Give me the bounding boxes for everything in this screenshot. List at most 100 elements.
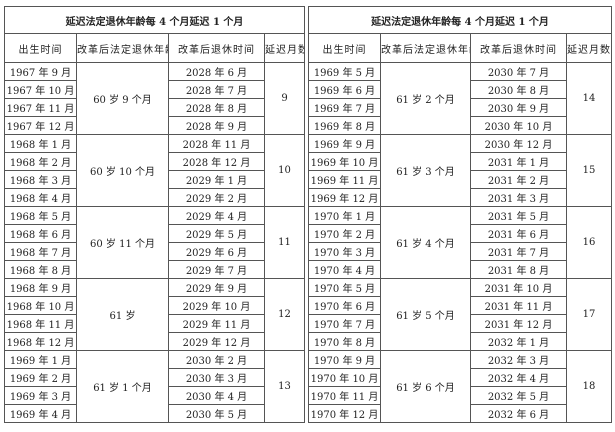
delay-months: 17: [565, 278, 613, 351]
delay-months: 9: [263, 62, 306, 135]
data-row: 1968 年 9 月 61 岁 2029 年 9 月 12: [4, 278, 306, 351]
retirement-date: 2029 年 11 月: [168, 314, 265, 333]
column-header: 延迟月数: [565, 33, 613, 63]
data-row: 1970 年 12 月 2032 年 6 月: [308, 404, 612, 423]
retirement-date: 2029 年 9 月: [168, 278, 265, 297]
data-row: 1968 年 8 月 2029 年 7 月: [4, 260, 305, 279]
data-row: 1969 年 8 月 2030 年 10 月: [308, 116, 612, 135]
table-title: 延迟法定退休年龄每 4 个月延迟 1 个月: [3, 6, 306, 34]
retirement-age: 61 岁 1 个月: [76, 350, 169, 423]
title-row: 延迟法定退休年龄每 4 个月延迟 1 个月: [307, 6, 613, 34]
retirement-age: 61 岁 3 个月: [380, 134, 471, 207]
column-header: 改革后法定退休年龄: [76, 33, 169, 63]
retirement-age: 60 岁 10 个月: [76, 134, 169, 207]
birth-date: 1968 年 5 月: [4, 206, 77, 225]
birth-date: 1970 年 5 月: [308, 278, 381, 297]
delay-months: 13: [263, 350, 306, 423]
retirement-date: 2031 年 10 月: [470, 278, 567, 297]
retirement-date: 2031 年 12 月: [470, 314, 567, 333]
retirement-date: 2029 年 5 月: [168, 224, 265, 243]
retirement-table: 延迟法定退休年龄每 4 个月延迟 1 个月 出生时间 改革后法定退休年龄 改革后退休时…: [3, 6, 306, 423]
birth-date: 1970 年 4 月: [308, 260, 381, 279]
data-row: 1969 年 10 月 2031 年 1 月: [308, 152, 612, 171]
birth-date: 1968 年 1 月: [4, 134, 77, 153]
birth-date: 1969 年 12 月: [308, 188, 381, 207]
birth-date: 1970 年 6 月: [308, 296, 381, 315]
birth-date: 1970 年 2 月: [308, 224, 381, 243]
birth-date: 1969 年 9 月: [308, 134, 381, 153]
delay-months: 14: [565, 62, 613, 135]
column-header: 改革后退休时间: [470, 33, 567, 63]
retirement-date: 2031 年 11 月: [470, 296, 567, 315]
birth-date: 1969 年 11 月: [308, 170, 381, 189]
data-row: 1970 年 6 月 2031 年 11 月: [308, 296, 612, 315]
birth-date: 1970 年 12 月: [308, 404, 381, 423]
data-row: 1968 年 12 月 2029 年 12 月: [4, 332, 305, 351]
birth-date: 1968 年 6 月: [4, 224, 77, 243]
birth-date: 1967 年 11 月: [4, 98, 77, 117]
retirement-date: 2028 年 11 月: [168, 134, 265, 153]
birth-date: 1968 年 2 月: [4, 152, 77, 171]
data-row: 1970 年 4 月 2031 年 8 月: [308, 260, 612, 279]
delay-months: 16: [565, 206, 613, 279]
birth-date: 1967 年 10 月: [4, 80, 77, 99]
delay-months: 11: [263, 206, 306, 279]
birth-date: 1969 年 10 月: [308, 152, 381, 171]
data-row: 1970 年 1 月 61 岁 4 个月 2031 年 5 月 16: [308, 206, 613, 279]
retirement-date: 2031 年 2 月: [470, 170, 567, 189]
birth-date: 1970 年 8 月: [308, 332, 381, 351]
retirement-date: 2030 年 2 月: [168, 350, 265, 369]
column-header: 出生时间: [308, 33, 381, 63]
retirement-date: 2030 年 9 月: [470, 98, 567, 117]
retirement-date: 2029 年 4 月: [168, 206, 265, 225]
birth-date: 1968 年 8 月: [4, 260, 77, 279]
retirement-date: 2031 年 3 月: [470, 188, 567, 207]
data-row: 1968 年 11 月 2029 年 11 月: [4, 314, 305, 333]
data-row: 1969 年 7 月 2030 年 9 月: [308, 98, 612, 117]
retirement-date: 2029 年 1 月: [168, 170, 265, 189]
birth-date: 1970 年 10 月: [308, 368, 381, 387]
delay-months: 10: [263, 134, 306, 207]
data-row: 1968 年 4 月 2029 年 2 月: [4, 188, 305, 207]
birth-date: 1967 年 12 月: [4, 116, 77, 135]
retirement-date: 2029 年 2 月: [168, 188, 265, 207]
retirement-date: 2032 年 4 月: [470, 368, 567, 387]
retirement-age: 61 岁 6 个月: [380, 350, 471, 423]
birth-date: 1969 年 4 月: [4, 404, 77, 423]
retirement-date: 2030 年 5 月: [168, 404, 265, 423]
data-row: 1967 年 10 月 2028 年 7 月: [4, 80, 305, 99]
delay-months: 12: [263, 278, 306, 351]
retirement-table: 延迟法定退休年龄每 4 个月延迟 1 个月 出生时间 改革后法定退休年龄 改革后退休时…: [307, 6, 613, 423]
data-row: 1970 年 5 月 61 岁 5 个月 2031 年 10 月 17: [308, 278, 613, 351]
delay-months: 15: [565, 134, 613, 207]
data-row: 1970 年 3 月 2031 年 7 月: [308, 242, 612, 261]
birth-date: 1969 年 2 月: [4, 368, 77, 387]
birth-date: 1969 年 3 月: [4, 386, 77, 405]
birth-date: 1969 年 5 月: [308, 62, 381, 81]
data-row: 1969 年 9 月 61 岁 3 个月 2030 年 12 月 15: [308, 134, 613, 207]
data-row: 1968 年 2 月 2028 年 12 月: [4, 152, 305, 171]
retirement-age: 61 岁 2 个月: [380, 62, 471, 135]
retirement-date: 2031 年 1 月: [470, 152, 567, 171]
birth-date: 1970 年 11 月: [308, 386, 381, 405]
birth-date: 1969 年 8 月: [308, 116, 381, 135]
retirement-date: 2028 年 6 月: [168, 62, 265, 81]
retirement-date: 2031 年 5 月: [470, 206, 567, 225]
birth-date: 1970 年 7 月: [308, 314, 381, 333]
retirement-date: 2031 年 6 月: [470, 224, 567, 243]
retirement-date: 2029 年 12 月: [168, 332, 265, 351]
data-row: 1969 年 4 月 2030 年 5 月: [4, 404, 305, 423]
data-row: 1968 年 7 月 2029 年 6 月: [4, 242, 305, 261]
retirement-age: 61 岁: [76, 278, 169, 351]
birth-date: 1968 年 3 月: [4, 170, 77, 189]
retirement-date: 2032 年 3 月: [470, 350, 567, 369]
birth-date: 1968 年 4 月: [4, 188, 77, 207]
column-header: 出生时间: [4, 33, 77, 63]
retirement-date: 2028 年 7 月: [168, 80, 265, 99]
retirement-date: 2030 年 12 月: [470, 134, 567, 153]
birth-date: 1970 年 1 月: [308, 206, 381, 225]
data-row: 1969 年 11 月 2031 年 2 月: [308, 170, 612, 189]
birth-date: 1969 年 7 月: [308, 98, 381, 117]
